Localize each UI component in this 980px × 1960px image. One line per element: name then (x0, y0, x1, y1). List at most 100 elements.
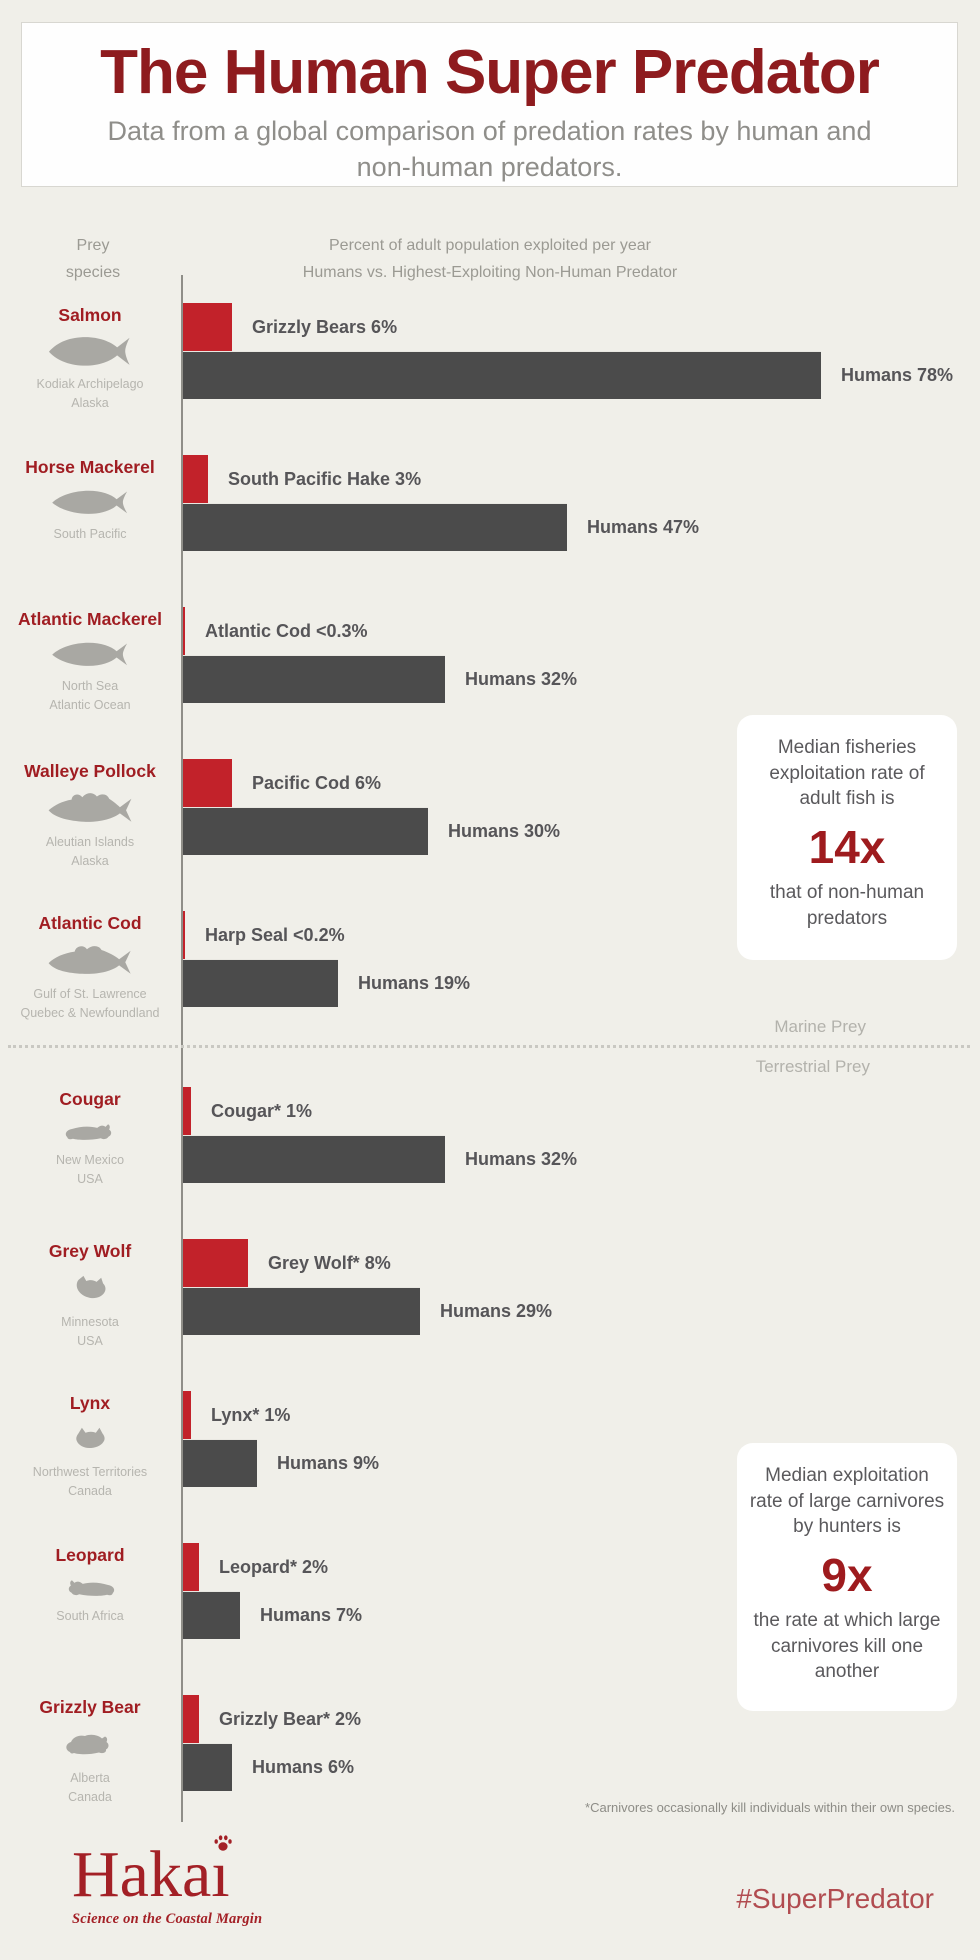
species-location-line: Alberta (70, 1771, 110, 1785)
species-group: Salmon Kodiak Archipelago Alaska Grizzly Be… (0, 303, 980, 410)
species-location-line: Atlantic Ocean (49, 698, 131, 713)
species-group: Leopard South Africa Leopard* 2% Humans 7% (0, 1543, 980, 1639)
species-name: Horse Mackerel (25, 457, 155, 477)
axis-header-line1: Percent of adult population exploited pe… (329, 237, 651, 254)
predator-bar-label: Atlantic Cod <0.3% (205, 621, 368, 641)
superpredator-hashtag: #SuperPredator (736, 1883, 934, 1914)
predator-bar (183, 455, 208, 503)
prey-species-block: Atlantic Mackerel North Sea Atlantic Ocean (10, 607, 170, 716)
species-location: Minnesota USA (10, 1313, 170, 1352)
predator-bar (183, 607, 185, 655)
humans-bar (183, 1743, 232, 1791)
page-subtitle-line2: non-human predators. (356, 151, 623, 182)
species-location-line: Northwest Territories (32, 1465, 148, 1479)
predator-bar-label: Pacific Cod 6% (252, 773, 382, 793)
species-location: South Pacific (10, 525, 170, 544)
callout-fisheries-multiplier: 14x (808, 820, 886, 873)
species-group: Cougar New Mexico USA Cougar* 1% Humans 32% (0, 1087, 980, 1186)
species-name: Grizzly Bear (39, 1697, 141, 1717)
species-group: Atlantic Cod Gulf of St. Lawrence Quebec &… (0, 911, 980, 1020)
humans-bar (183, 503, 567, 551)
callout-fisheries: Median fisheries exploitation rate of ad… (737, 715, 957, 960)
humans-bar-label: Humans 32% (465, 669, 578, 689)
species-group: Grey Wolf Minnesota USA Grey Wolf* 8% Humans… (0, 1239, 980, 1348)
page-subtitle-line1: Data from a global comparison of predati… (107, 116, 872, 146)
species-group: Grizzly Bear Alberta Canada Grizzly Bear* 2… (0, 1695, 980, 1804)
species-location-line: Minnesota (61, 1315, 119, 1329)
prey-species-block: Grey Wolf Minnesota USA (10, 1239, 170, 1352)
humans-bar-label: Humans 30% (448, 821, 561, 841)
humans-bar-label: Humans 32% (465, 1149, 578, 1169)
prey-species-block: Grizzly Bear Alberta Canada (10, 1695, 170, 1808)
species-location: North Sea Atlantic Ocean (10, 677, 170, 716)
humans-bar (183, 655, 445, 703)
page-title: The Human Super Predator (100, 38, 880, 107)
header-box: The Human Super Predator Data from a glo… (21, 22, 958, 187)
species-group: Walleye Pollock Aleutian Islands Alaska Pac… (0, 759, 980, 868)
species-location: Kodiak Archipelago Alaska (10, 375, 170, 414)
species-location-line: Alaska (71, 854, 109, 869)
species-location-line: Gulf of St. Lawrence (33, 987, 147, 1001)
species-name: Atlantic Mackerel (18, 609, 162, 629)
callout-carnivores-text: Median exploitation rate of large carniv… (749, 1465, 945, 1538)
humans-bar (183, 1287, 420, 1335)
paw-print-icon (214, 1835, 232, 1851)
hakai-tagline: Science on the Coastal Margin (72, 1911, 263, 1927)
bear-icon (66, 1734, 109, 1755)
humans-bar-label: Humans 9% (277, 1453, 380, 1473)
prey-species-block: Walleye Pollock Aleutian Islands Alaska (10, 759, 170, 872)
axis-column-header: Percent of adult population exploited pe… (200, 232, 780, 286)
humans-bar-label: Humans 7% (260, 1605, 363, 1625)
humans-bar-label: Humans 29% (440, 1301, 553, 1321)
species-name: Grey Wolf (48, 1241, 132, 1261)
humans-bar (183, 807, 428, 855)
cod-icon (48, 946, 131, 974)
axis-header-line2: Humans vs. Highest-Exploiting Non-Human … (302, 264, 678, 282)
species-name: Walleye Pollock (24, 761, 156, 781)
species-location-line: Canada (68, 1790, 112, 1805)
predator-bar (183, 303, 232, 351)
humans-bar-label: Humans 47% (587, 517, 700, 537)
species-location-line: South Pacific (53, 527, 127, 541)
salmon-icon (48, 337, 130, 366)
humans-bar (183, 351, 821, 399)
species-location-line: North Sea (61, 679, 119, 693)
prey-species-column-header: Prey species (28, 232, 158, 286)
callout-carnivores-post: the rate at which large carnivores kill … (753, 1610, 941, 1683)
species-location-line: USA (77, 1334, 103, 1349)
species-name: Leopard (55, 1545, 125, 1565)
prey-species-block: Atlantic Cod Gulf of St. Lawrence Quebec &… (10, 911, 170, 1024)
humans-bar (183, 1135, 445, 1183)
wolf-icon (76, 1275, 106, 1299)
species-name: Salmon (58, 305, 122, 325)
species-location-line: Kodiak Archipelago (36, 377, 144, 391)
species-location-line: Canada (68, 1484, 112, 1499)
prey-species-block: Lynx Northwest Territories Canada (10, 1391, 170, 1502)
cougar-icon (65, 1124, 112, 1140)
callout-carnivores-multiplier: 9x (821, 1548, 873, 1601)
prey-species-block: Cougar New Mexico USA (10, 1087, 170, 1190)
predator-bar-label: South Pacific Hake 3% (228, 469, 422, 489)
prey-divider-line (8, 1045, 970, 1048)
callout-fisheries-text: Median fisheries exploitation rate of ad… (769, 737, 925, 810)
predator-bar (183, 1087, 191, 1135)
predator-bar (183, 911, 185, 959)
predator-bar-label: Cougar* 1% (211, 1101, 313, 1121)
predator-bar (183, 1391, 191, 1439)
species-location: Gulf of St. Lawrence Quebec & Newfoundlan… (10, 985, 170, 1024)
marine-prey-label: Marine Prey (774, 1017, 866, 1036)
hakai-logo: Hakaı Science on the Coastal Margin (72, 1835, 263, 1928)
species-location: New Mexico USA (10, 1151, 170, 1190)
mackerel-icon (52, 642, 128, 666)
species-name: Lynx (69, 1393, 111, 1413)
prey-species-block: Leopard South Africa (10, 1543, 170, 1626)
predator-bar (183, 1239, 248, 1287)
species-location-line: Alaska (71, 396, 109, 411)
species-group: Horse Mackerel South Pacific South Pacific… (0, 455, 980, 551)
species-location-line: Aleutian Islands (45, 835, 135, 849)
footnote: *Carnivores occasionally kill individual… (585, 1800, 955, 1815)
hakai-logo-text: Hakaı (72, 1838, 230, 1911)
prey-column-line2: species (65, 264, 121, 282)
predator-bar-label: Grizzly Bears 6% (252, 317, 398, 337)
